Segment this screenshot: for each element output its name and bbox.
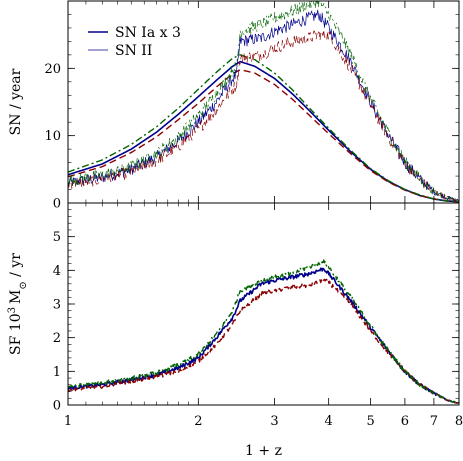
x-tick-label: 3 [270, 414, 278, 429]
top-series-1 [68, 68, 459, 203]
x-tick-label: 2 [194, 414, 202, 429]
legend: SN Ia x 3 SN II [88, 25, 181, 59]
top-panel: 0 10 20 SN / year SN Ia x 3 SN II [8, 0, 460, 212]
top-y-tick-label: 10 [44, 129, 61, 144]
bottom-series-0 [68, 267, 459, 404]
x-tick-label: 4 [325, 414, 333, 429]
bottom-series-2 [68, 259, 459, 404]
top-series-3 [68, 9, 459, 202]
top-y-tick-label: 0 [53, 197, 61, 212]
bottom-y-tick-label: 4 [53, 264, 61, 279]
x-tick-label: 5 [366, 414, 374, 429]
bottom-y-tick-label: 2 [53, 331, 61, 346]
x-axis-title: 1 + z [245, 443, 282, 459]
x-tick-label: 8 [455, 414, 463, 429]
y-axis-title-mass: M [8, 290, 24, 304]
bottom-y-tick-label: 1 [53, 365, 61, 380]
bottom-series-1 [68, 278, 459, 404]
top-y-tick-label: 20 [44, 62, 61, 77]
bottom-y-tick-label: 0 [53, 399, 61, 414]
bottom-plot-frame [67, 202, 460, 406]
y-axis-title-sup: 3 [7, 307, 18, 313]
top-series-2 [68, 54, 459, 203]
bottom-y-tick-label: 3 [53, 298, 61, 313]
bottom-series-group [68, 259, 459, 404]
y-axis-title-suffix: / yr [8, 253, 24, 282]
x-tick-label: 1 [64, 414, 72, 429]
top-series-5 [68, 1, 459, 203]
y-axis-title-prefix: SF 10 [8, 313, 24, 355]
bottom-y-tick-label: 5 [53, 230, 61, 245]
y-axis-title-sub: ⊙ [18, 281, 29, 289]
legend-label-0: SN Ia x 3 [115, 25, 181, 41]
bottom-y-axis-title: SF 103 M⊙ / yr [7, 253, 29, 355]
top-series-0 [68, 60, 459, 203]
legend-label-1: SN II [115, 43, 152, 59]
top-y-axis-title: SN / year [8, 68, 24, 135]
x-tick-label: 7 [430, 414, 438, 429]
top-series-group [68, 1, 459, 203]
x-tick-label: 6 [401, 414, 409, 429]
top-series-4 [68, 29, 459, 202]
